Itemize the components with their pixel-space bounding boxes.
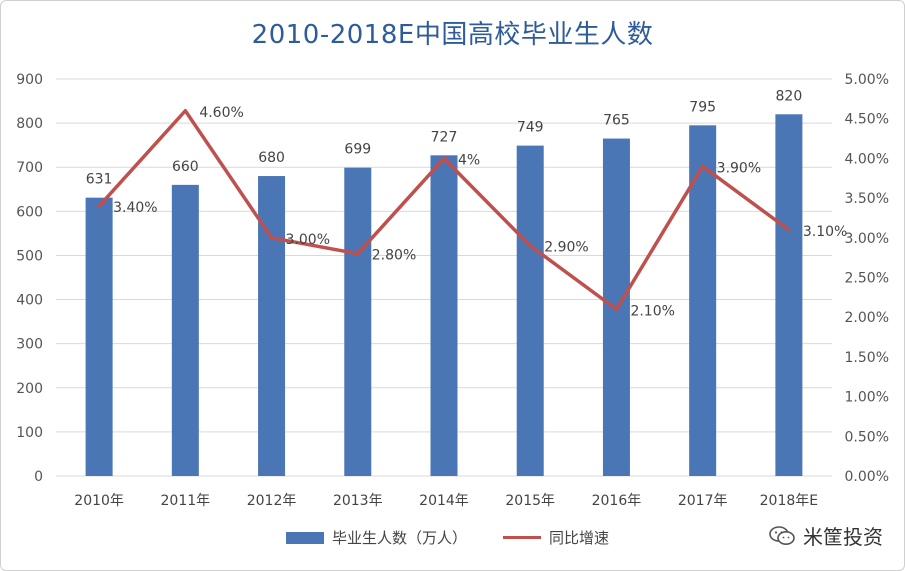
bar xyxy=(85,197,113,477)
y-right-tick-label: 3.00% xyxy=(845,231,889,247)
x-tick-label: 2018年E xyxy=(760,493,818,509)
bar-data-label: 699 xyxy=(344,142,371,158)
y-left-tick-label: 100 xyxy=(16,425,43,441)
legend-swatch-bar xyxy=(286,531,324,544)
x-tick-label: 2015年 xyxy=(505,493,555,509)
line-point xyxy=(442,156,446,160)
x-tick-label: 2017年 xyxy=(678,493,728,509)
legend-label-line: 同比增速 xyxy=(549,529,610,547)
wechat-icon xyxy=(769,525,795,546)
y-left-tick-label: 700 xyxy=(16,160,43,176)
y-left-tick-label: 400 xyxy=(16,293,43,309)
y-right-tick-label: 4.50% xyxy=(845,112,889,128)
y-left-tick-label: 300 xyxy=(16,337,43,353)
bar xyxy=(344,167,372,476)
rate-data-label: 3.40% xyxy=(113,200,157,216)
legend-swatch-line xyxy=(503,536,542,539)
x-tick-label: 2010年 xyxy=(74,493,124,509)
bar-data-label: 749 xyxy=(517,120,544,136)
rate-data-label: 3.90% xyxy=(717,160,761,176)
y-right-tick-label: 5.00% xyxy=(845,72,889,88)
bar-data-label: 660 xyxy=(172,159,199,175)
bar-data-label: 765 xyxy=(603,113,630,129)
y-right-tick-label: 0.00% xyxy=(845,469,889,485)
rate-data-label: 2.80% xyxy=(372,248,416,264)
y-left-tick-label: 800 xyxy=(16,116,43,132)
line-point xyxy=(701,164,705,168)
line-point xyxy=(97,204,101,208)
legend-item-line: 同比增速 xyxy=(503,527,609,548)
y-left-tick-label: 600 xyxy=(16,204,43,220)
bar xyxy=(171,184,199,476)
y-right-tick-label: 1.00% xyxy=(845,390,889,406)
legend: 毕业生人数（万人） 同比增速 xyxy=(286,527,645,548)
line-point xyxy=(614,307,618,311)
bar-data-label: 727 xyxy=(431,129,458,145)
rate-data-label: 4.60% xyxy=(199,105,243,121)
line-point xyxy=(183,109,187,113)
y-right-tick-label: 0.50% xyxy=(845,429,889,445)
bar-data-label: 680 xyxy=(258,150,285,166)
y-left-tick-label: 200 xyxy=(16,381,43,397)
y-right-tick-label: 2.50% xyxy=(845,271,889,287)
brand-name: 米筐投资 xyxy=(803,525,883,549)
line-point xyxy=(356,252,360,256)
x-tick-label: 2012年 xyxy=(247,493,297,509)
y-left-tick-label: 500 xyxy=(16,248,43,264)
bar-data-label: 795 xyxy=(689,99,716,115)
y-right-tick-label: 4.00% xyxy=(845,151,889,167)
rate-data-label: 4% xyxy=(458,152,480,168)
bar xyxy=(689,125,717,477)
rate-data-label: 3.00% xyxy=(286,232,330,248)
line-point xyxy=(270,236,274,240)
legend-item-bar: 毕业生人数（万人） xyxy=(286,527,467,548)
bar xyxy=(430,155,458,476)
x-tick-label: 2011年 xyxy=(161,493,211,509)
bar-data-label: 631 xyxy=(86,172,113,188)
y-left-tick-label: 900 xyxy=(16,72,43,88)
rate-data-label: 2.10% xyxy=(630,303,674,319)
brand-watermark: 米筐投资 xyxy=(769,521,883,550)
x-tick-label: 2016年 xyxy=(592,493,642,509)
line-point xyxy=(787,228,791,232)
bar xyxy=(516,145,544,476)
y-right-tick-label: 2.00% xyxy=(845,310,889,326)
chart-title: 2010-2018E中国高校毕业生人数 xyxy=(251,20,654,50)
rate-data-label: 3.10% xyxy=(803,224,847,240)
rate-data-label: 2.90% xyxy=(544,240,588,256)
x-tick-label: 2013年 xyxy=(333,493,383,509)
bar-data-label: 820 xyxy=(776,88,803,104)
y-right-tick-label: 3.50% xyxy=(845,191,889,207)
x-tick-label: 2014年 xyxy=(419,493,469,509)
line-point xyxy=(528,244,532,248)
legend-label-bar: 毕业生人数（万人） xyxy=(332,529,468,547)
bar xyxy=(775,114,803,477)
y-right-tick-label: 1.50% xyxy=(845,350,889,366)
y-left-tick-label: 0 xyxy=(34,469,43,485)
